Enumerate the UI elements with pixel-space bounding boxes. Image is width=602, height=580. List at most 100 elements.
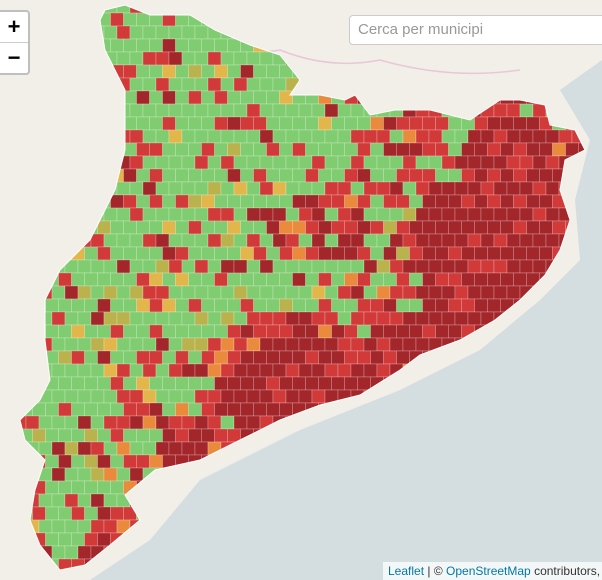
municipality[interactable] [467,155,482,170]
municipality[interactable] [428,181,443,196]
municipality[interactable] [64,129,79,144]
municipality[interactable] [77,519,92,534]
municipality[interactable] [402,259,417,274]
municipality[interactable] [201,402,215,417]
municipality[interactable] [0,546,13,559]
municipality[interactable] [25,389,40,404]
municipality[interactable] [97,142,111,157]
municipality[interactable] [136,168,150,183]
municipality[interactable] [318,272,332,287]
municipality[interactable] [350,77,365,92]
municipality[interactable] [103,0,118,14]
municipality[interactable] [545,0,560,14]
municipality[interactable] [227,116,241,131]
municipality[interactable] [220,285,235,300]
municipality[interactable] [162,142,176,157]
municipality[interactable] [519,0,534,14]
municipality[interactable] [188,324,202,339]
municipality[interactable] [155,233,170,248]
municipality[interactable] [428,129,443,144]
municipality[interactable] [344,220,358,235]
municipality[interactable] [175,402,189,417]
municipality[interactable] [0,234,13,247]
municipality[interactable] [71,402,85,417]
municipality[interactable] [64,493,79,508]
municipality[interactable] [51,25,66,40]
municipality[interactable] [467,77,482,92]
municipality[interactable] [214,298,228,313]
municipality[interactable] [201,428,215,443]
municipality[interactable] [90,337,105,352]
municipality[interactable] [324,129,339,144]
municipality[interactable] [201,168,215,183]
municipality[interactable] [227,298,241,313]
municipality[interactable] [305,246,319,261]
municipality[interactable] [181,389,196,404]
municipality[interactable] [363,259,378,274]
municipality[interactable] [383,116,397,131]
municipality[interactable] [598,0,602,13]
municipality[interactable] [285,181,300,196]
municipality[interactable] [77,155,92,170]
municipality[interactable] [149,38,163,53]
municipality[interactable] [149,480,163,495]
municipality[interactable] [214,428,228,443]
municipality[interactable] [201,454,215,469]
municipality[interactable] [168,285,183,300]
municipality[interactable] [474,116,488,131]
municipality[interactable] [331,142,345,157]
municipality[interactable] [532,77,547,92]
municipality[interactable] [90,233,105,248]
municipality[interactable] [110,402,124,417]
municipality[interactable] [253,324,267,339]
municipality[interactable] [246,207,261,222]
municipality[interactable] [519,51,534,66]
municipality[interactable] [207,285,222,300]
municipality[interactable] [155,467,170,482]
municipality[interactable] [532,103,547,118]
municipality[interactable] [20,90,33,105]
municipality[interactable] [487,168,501,183]
municipality[interactable] [259,51,274,66]
municipality[interactable] [194,285,209,300]
municipality[interactable] [422,90,436,105]
municipality[interactable] [240,116,254,131]
municipality[interactable] [207,337,222,352]
municipality[interactable] [259,181,274,196]
municipality[interactable] [136,428,150,443]
municipality[interactable] [474,142,488,157]
municipality[interactable] [77,311,92,326]
municipality[interactable] [84,90,98,105]
municipality[interactable] [64,441,79,456]
municipality[interactable] [415,129,430,144]
municipality[interactable] [266,12,280,27]
municipality[interactable] [77,0,92,14]
municipality[interactable] [305,350,319,365]
municipality[interactable] [506,0,521,14]
municipality[interactable] [201,90,215,105]
municipality[interactable] [487,64,501,79]
municipality[interactable] [376,51,391,66]
municipality[interactable] [32,12,46,27]
municipality[interactable] [552,246,566,261]
municipality[interactable] [45,532,59,547]
municipality[interactable] [64,233,79,248]
municipality[interactable] [149,324,163,339]
municipality[interactable] [337,233,352,248]
municipality[interactable] [409,142,423,157]
municipality[interactable] [149,506,163,521]
municipality[interactable] [155,155,170,170]
municipality[interactable] [259,0,274,14]
municipality[interactable] [305,220,319,235]
municipality[interactable] [45,402,59,417]
municipality[interactable] [389,0,404,14]
municipality[interactable] [233,25,248,40]
municipality[interactable] [58,428,72,443]
municipality[interactable] [71,298,85,313]
municipality[interactable] [77,337,92,352]
municipality[interactable] [142,51,157,66]
municipality[interactable] [194,77,209,92]
municipality[interactable] [253,428,267,443]
municipality[interactable] [181,129,196,144]
municipality[interactable] [246,77,261,92]
